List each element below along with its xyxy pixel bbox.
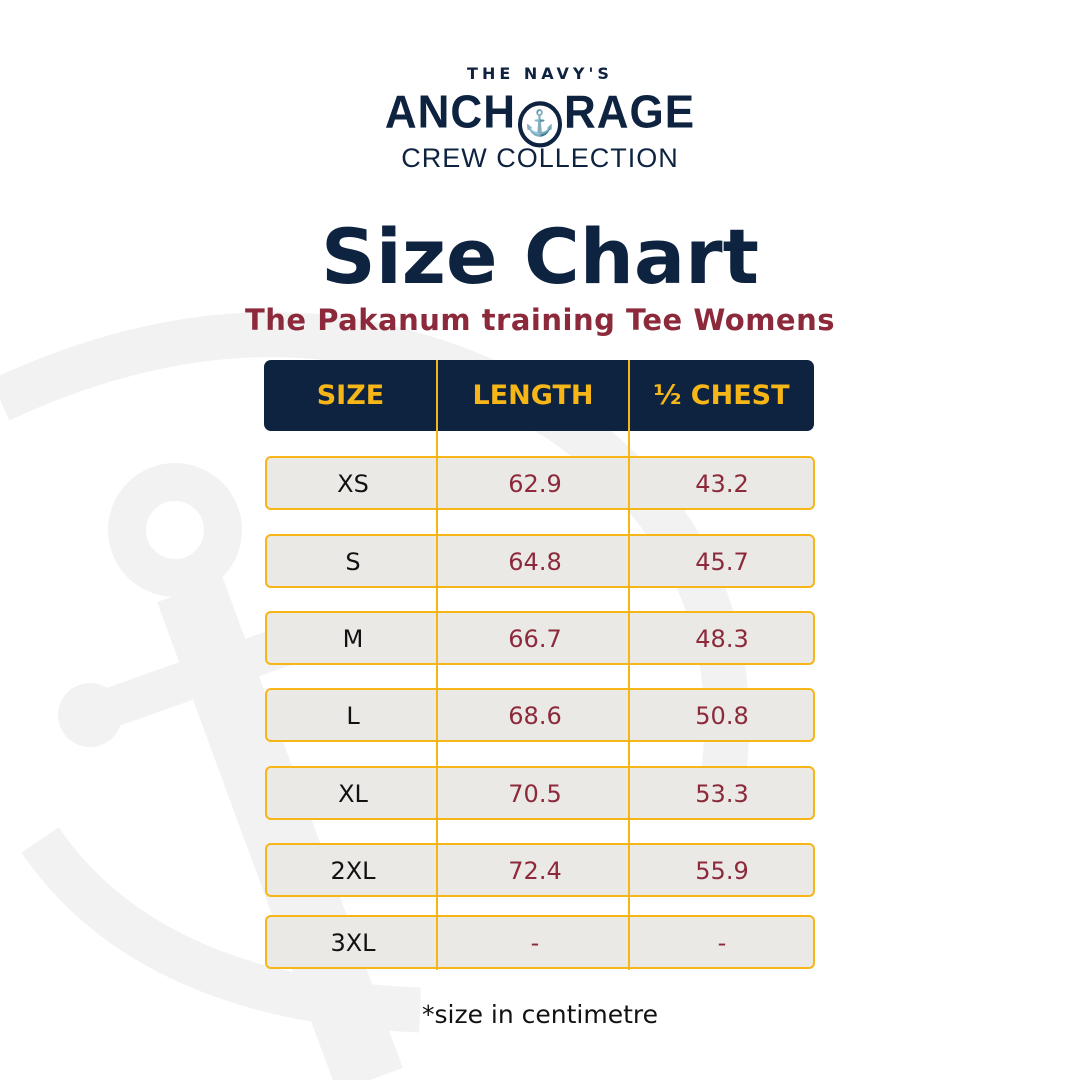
- logo-text-right: RAGE: [563, 86, 696, 138]
- table-row: XS 62.9 43.2: [265, 456, 815, 510]
- size-cell: M: [342, 625, 364, 653]
- chest-cell: 48.3: [695, 625, 749, 653]
- chest-cell: 45.7: [695, 548, 749, 576]
- size-cell: S: [345, 548, 361, 576]
- table-row: 3XL - -: [265, 915, 815, 969]
- length-cell: 62.9: [508, 470, 562, 498]
- header-length: LENGTH: [472, 380, 594, 411]
- length-cell: -: [530, 929, 540, 957]
- header-size: SIZE: [316, 380, 385, 411]
- length-cell: 68.6: [508, 702, 562, 730]
- column-divider: [628, 360, 630, 970]
- table-header: SIZE LENGTH ½ CHEST: [264, 360, 814, 431]
- size-cell: XL: [338, 780, 368, 808]
- product-name: The Pakanum training Tee Womens: [245, 303, 835, 337]
- chest-cell: 55.9: [695, 857, 749, 885]
- table-row: M 66.7 48.3: [265, 611, 815, 665]
- size-cell: 2XL: [330, 857, 376, 885]
- logo-tagline: THE NAVY'S: [467, 64, 613, 83]
- length-cell: 64.8: [508, 548, 562, 576]
- header-chest: ½ CHEST: [653, 380, 790, 411]
- chest-cell: 43.2: [695, 470, 749, 498]
- table-row: L 68.6 50.8: [265, 688, 815, 742]
- table-row: XL 70.5 53.3: [265, 766, 815, 820]
- chest-cell: 53.3: [695, 780, 749, 808]
- size-cell: 3XL: [330, 929, 376, 957]
- page-title: Size Chart: [320, 212, 759, 301]
- size-cell: L: [346, 702, 360, 730]
- anchor-icon: ⚓: [517, 101, 562, 148]
- chest-cell: -: [717, 929, 727, 957]
- logo-subtitle: CREW COLLECTION: [401, 143, 679, 173]
- length-cell: 66.7: [508, 625, 562, 653]
- column-divider: [436, 360, 438, 970]
- length-cell: 70.5: [508, 780, 562, 808]
- chest-cell: 50.8: [695, 702, 749, 730]
- footnote: *size in centimetre: [421, 1000, 659, 1029]
- size-cell: XS: [337, 470, 369, 498]
- table-row: S 64.8 45.7: [265, 534, 815, 588]
- table-row: 2XL 72.4 55.9: [265, 843, 815, 897]
- logo-wordmark: ANCH ⚓ RAGE: [0, 87, 1080, 148]
- logo-text-left: ANCH: [384, 86, 516, 138]
- length-cell: 72.4: [508, 857, 562, 885]
